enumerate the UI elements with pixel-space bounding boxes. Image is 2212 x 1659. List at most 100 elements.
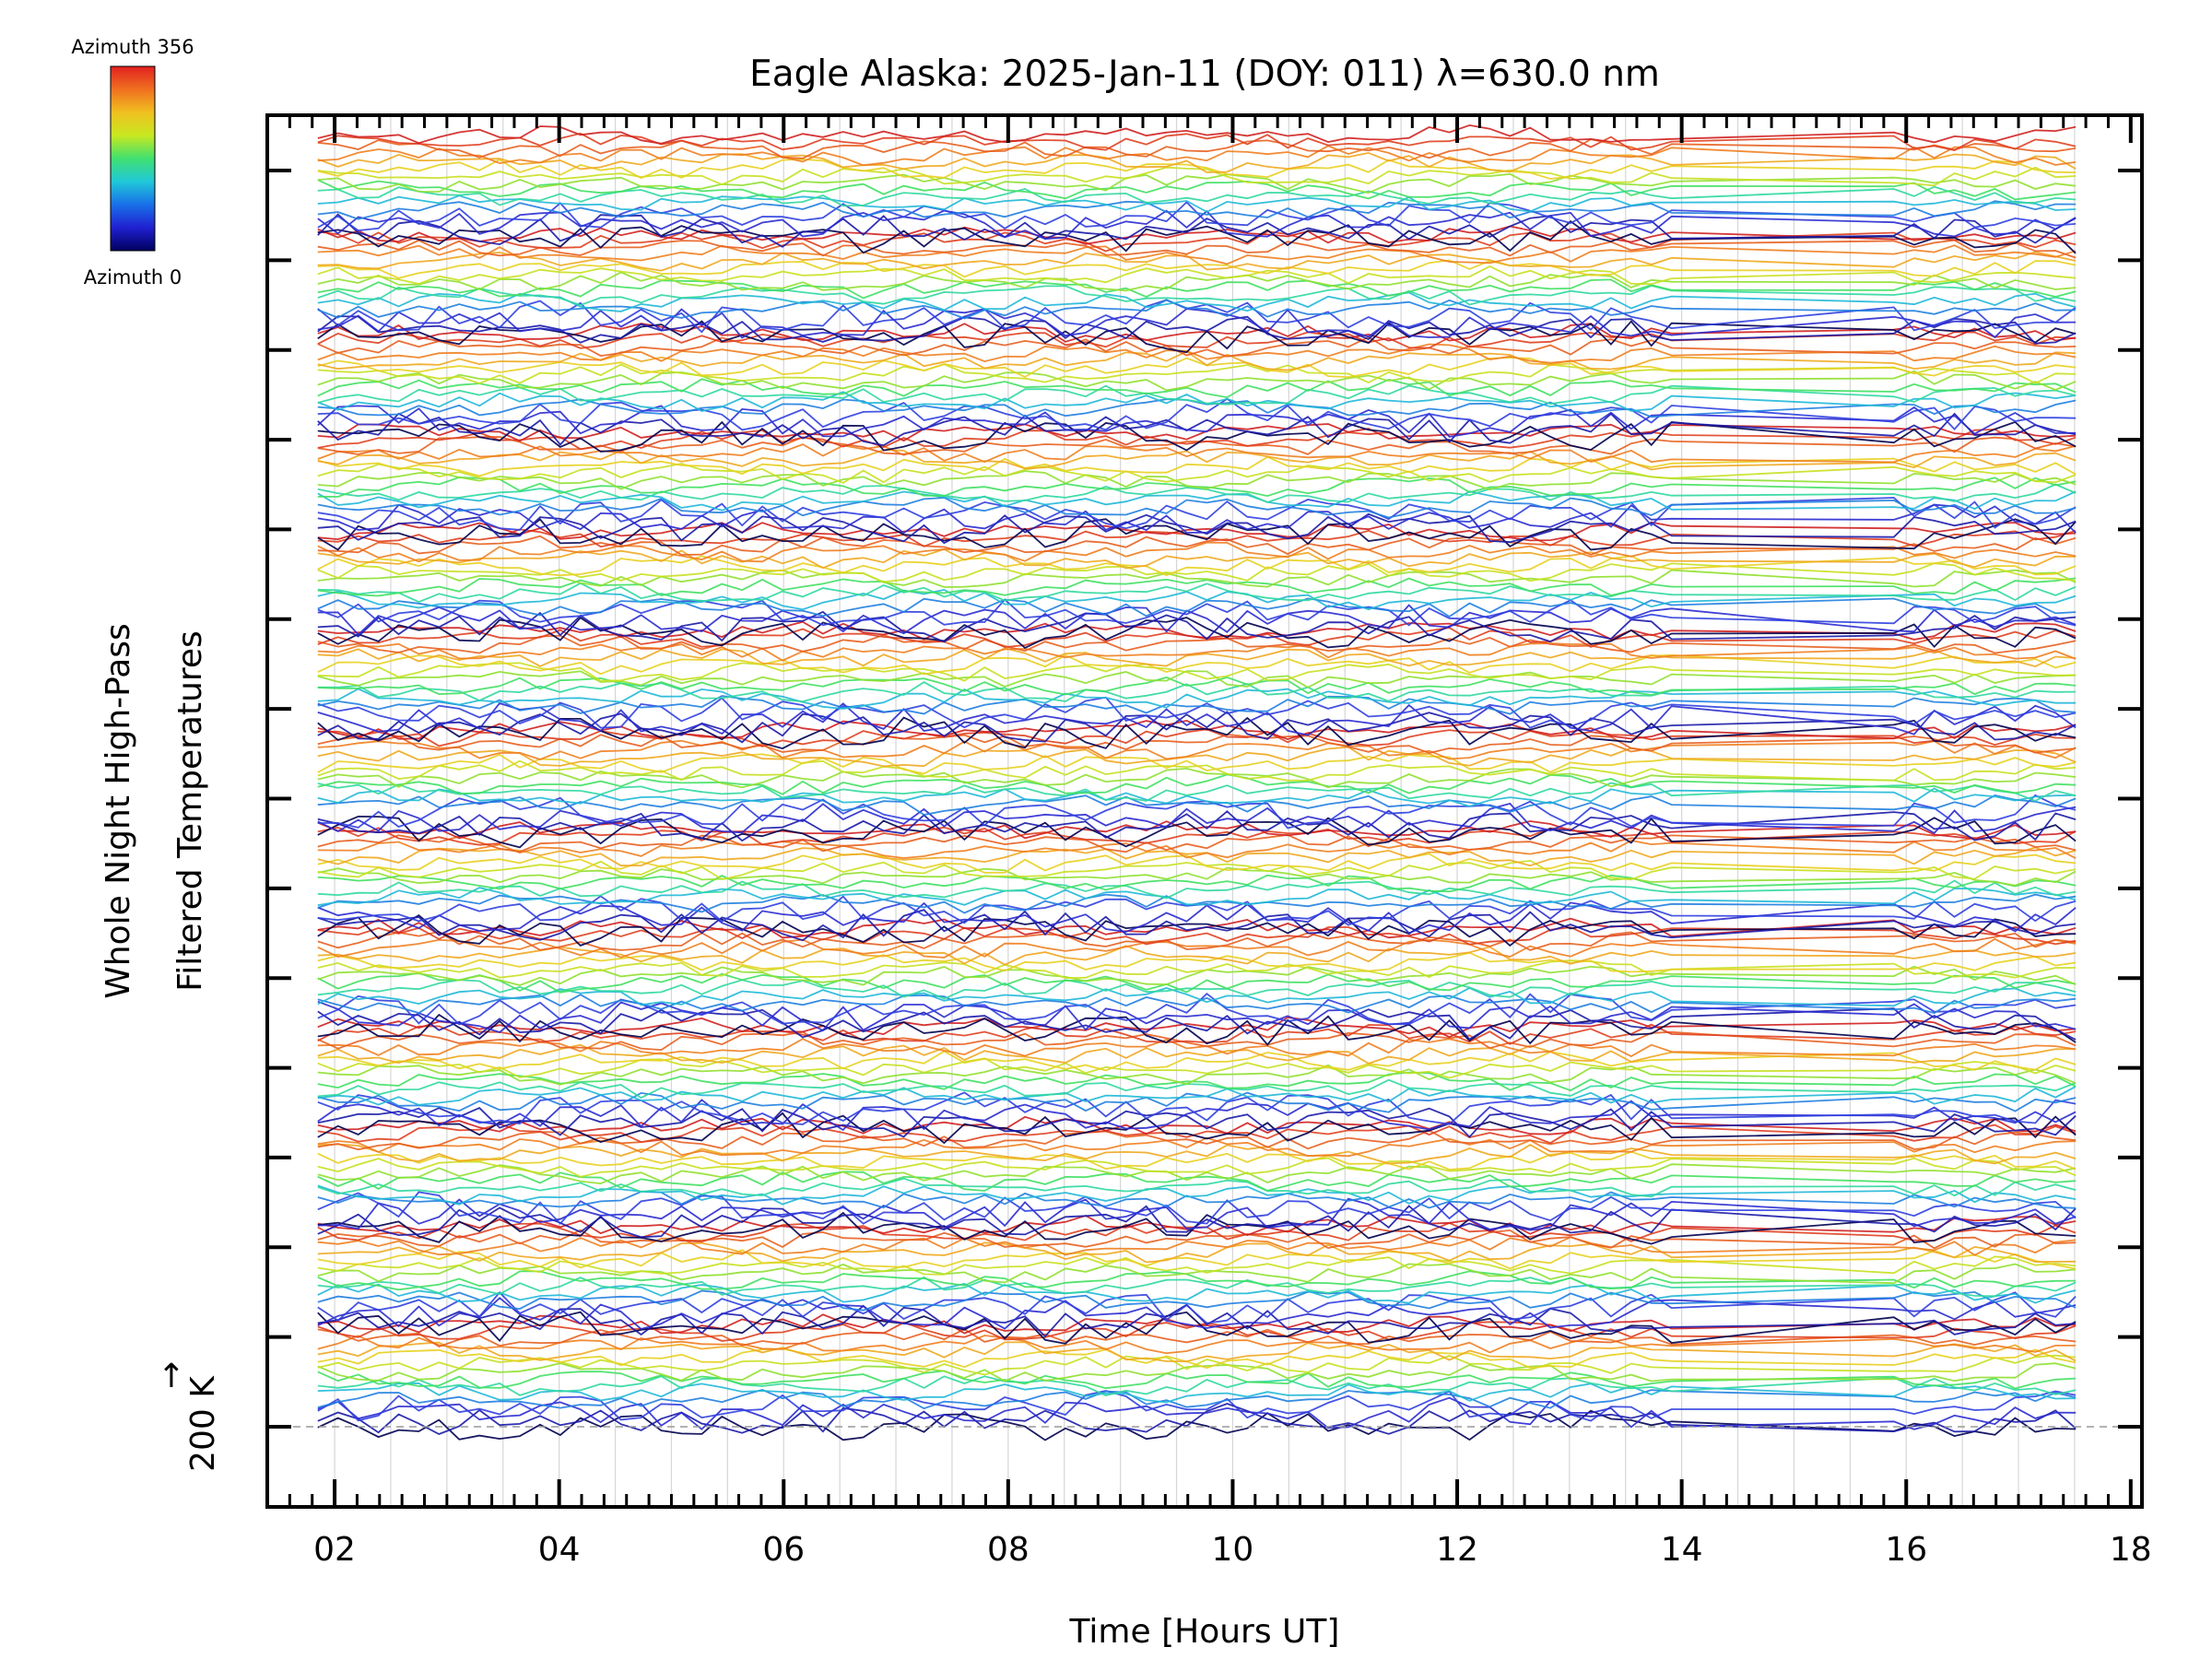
series-line: [317, 1229, 2077, 1250]
series-line: [317, 1347, 2077, 1370]
series-line: [317, 239, 2077, 259]
series-line: [317, 653, 2077, 676]
series-line: [317, 497, 2077, 519]
x-tick-label: 18: [2110, 1531, 2152, 1569]
y-axis-label-line2: Filtered Temperatures: [171, 630, 209, 992]
series-line: [317, 1177, 2077, 1198]
series-line: [317, 773, 2077, 795]
series-line: [317, 598, 2077, 627]
series-line: [317, 398, 2077, 418]
series-line: [317, 291, 2077, 312]
series-line: [317, 363, 2077, 384]
series-line: [317, 662, 2077, 682]
series-line: [317, 503, 2077, 535]
series-line: [317, 802, 2077, 835]
series-line: [317, 1382, 2077, 1404]
series-line: [317, 1112, 2077, 1145]
series-line: [317, 1270, 2077, 1291]
series-line: [317, 701, 2077, 736]
series-lines: [317, 124, 2077, 1441]
x-tick-label: 12: [1436, 1531, 1478, 1569]
series-line: [317, 331, 2077, 349]
series-line: [317, 782, 2077, 802]
series-line: [317, 391, 2077, 412]
x-axis-label: Time [Hours UT]: [1069, 1613, 1340, 1651]
series-line: [317, 1023, 2077, 1045]
scale-indicator: ↑ 200 K: [158, 1358, 222, 1472]
series-line: [317, 315, 2077, 345]
series-line: [317, 299, 2077, 320]
x-tick-label: 04: [538, 1531, 581, 1569]
scale-arrow: ↑: [158, 1358, 185, 1395]
series-line: [317, 853, 2077, 874]
series-line: [317, 1375, 2077, 1397]
series-line: [317, 1255, 2077, 1276]
series-line: [317, 443, 2077, 464]
series-line: [317, 893, 2077, 914]
series-line: [317, 965, 2077, 986]
series-line: [317, 945, 2077, 966]
series-line: [317, 350, 2077, 371]
x-ticks: 02 04 06 08 10 12 14 16 18: [288, 115, 2152, 1569]
series-line: [317, 695, 2077, 715]
series-line: [317, 378, 2077, 399]
series-line: [317, 476, 2077, 498]
series-line: [317, 483, 2077, 503]
series-line: [317, 1313, 2077, 1335]
series-line: [317, 794, 2077, 830]
series-line: [317, 711, 2077, 744]
series-line: [317, 397, 2077, 431]
y-axis-label-line1: Whole Night High-Pass: [100, 623, 137, 999]
series-line: [317, 719, 2077, 741]
series-line: [317, 739, 2077, 760]
series-line: [317, 994, 2077, 1015]
series-line: [317, 620, 2077, 641]
series-line: [317, 562, 2077, 583]
series-line: [317, 1184, 2077, 1206]
series-line: [317, 1370, 2077, 1390]
series-line: [317, 1171, 2077, 1192]
series-line: [317, 1071, 2077, 1092]
series-line: [317, 1249, 2077, 1270]
series-line: [317, 874, 2077, 893]
series-line: [317, 1297, 2077, 1330]
series-line: [317, 633, 2077, 654]
series-line: [317, 588, 2077, 611]
series-line: [317, 357, 2077, 379]
series-line: [317, 285, 2077, 306]
series-line: [317, 951, 2077, 973]
x-tick-label: 14: [1661, 1531, 1703, 1569]
series-line: [317, 1341, 2077, 1363]
series-line: [317, 979, 2077, 1000]
colorbar: Azimuth 356 Azimuth 0: [71, 36, 194, 288]
series-line: [317, 1000, 2077, 1034]
series-line: [317, 753, 2077, 775]
x-tick-label: 08: [987, 1531, 1030, 1569]
series-line: [317, 1263, 2077, 1285]
series-line: [317, 1362, 2077, 1382]
series-line: [317, 271, 2077, 292]
series-line: [317, 887, 2077, 907]
series-line: [317, 688, 2077, 710]
x-tick-label: 16: [1885, 1531, 1927, 1569]
series-line: [317, 1136, 2077, 1158]
series-line: [317, 259, 2077, 279]
series-line: [317, 716, 2077, 750]
series-line: [317, 1403, 2077, 1435]
series-line: [317, 1303, 2077, 1338]
series-line: [317, 840, 2077, 860]
series-line: [317, 1396, 2077, 1430]
series-line: [317, 746, 2077, 768]
series-line: [317, 490, 2077, 512]
series-line: [317, 1007, 2077, 1041]
series-line: [317, 166, 2077, 187]
series-line: [317, 986, 2077, 1007]
x-tick-label: 10: [1212, 1531, 1254, 1569]
series-line: [317, 926, 2077, 946]
series-line: [317, 194, 2077, 213]
series-line: [317, 251, 2077, 272]
series-line: [317, 569, 2077, 588]
series-line: [317, 676, 2077, 696]
series-line: [317, 1150, 2077, 1171]
series-line: [317, 1390, 2077, 1422]
